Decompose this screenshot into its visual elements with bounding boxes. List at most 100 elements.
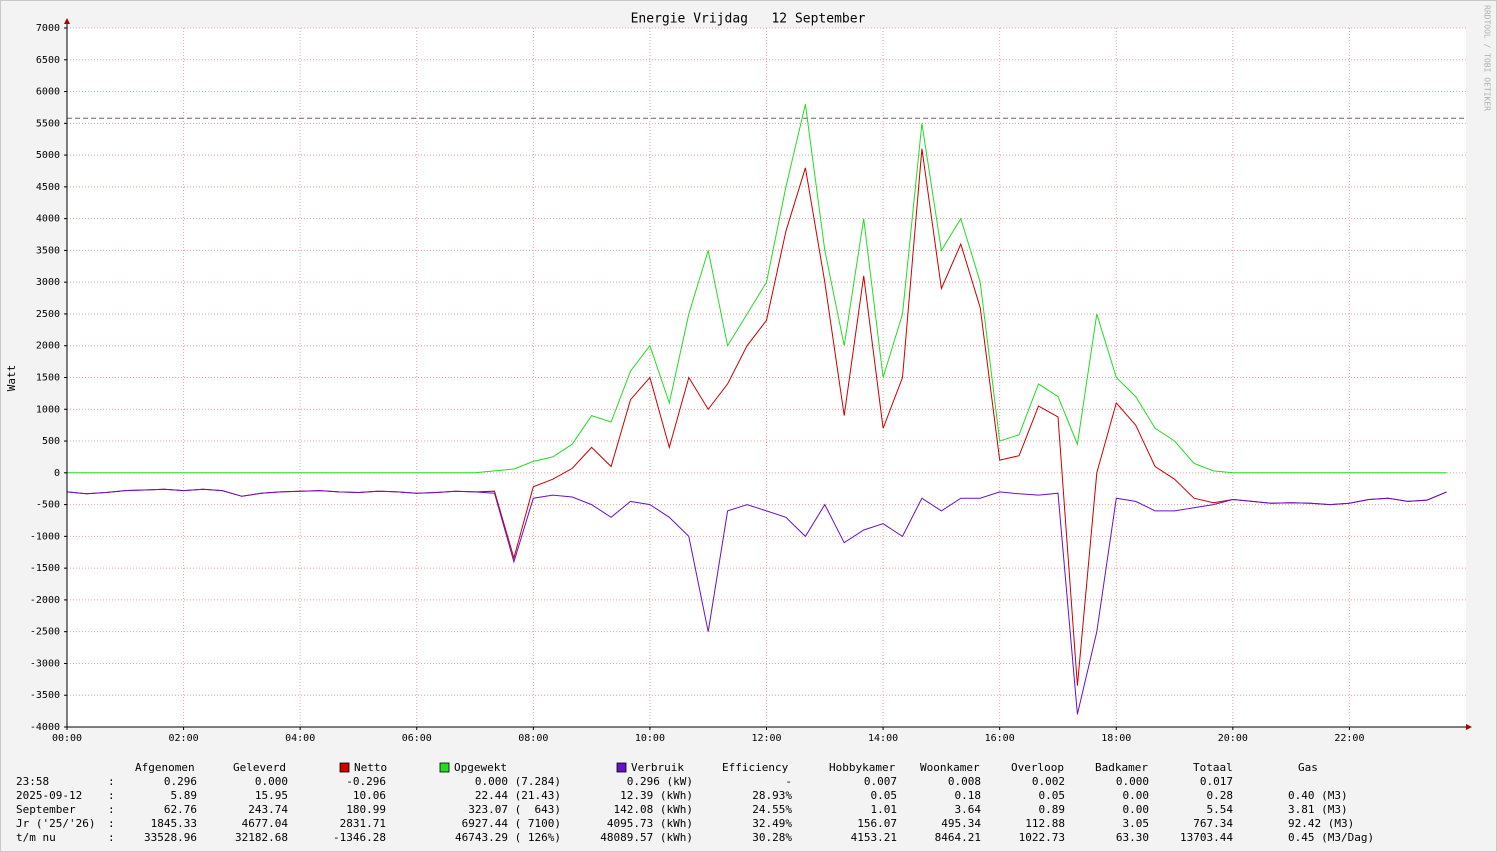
watermark: RRDTOOL / TOBI OETIKER <box>1483 5 1492 111</box>
row-separator: : <box>108 803 115 816</box>
y-tick-label: 4000 <box>36 214 60 225</box>
table-cell: 6927.44 ( 7100) <box>462 817 561 830</box>
table-cell: 495.34 <box>941 817 981 830</box>
table-cell: 0.18 <box>955 789 982 802</box>
table-cell: 1022.73 <box>1019 831 1065 844</box>
table-cell: 3.81 (M3) <box>1288 803 1348 816</box>
table-cell: 156.07 <box>857 817 897 830</box>
table-cell: 1845.33 <box>151 817 197 830</box>
chart-title: Energie Vrijdag 12 September <box>631 12 866 27</box>
column-header: Netto <box>354 761 387 774</box>
column-header: Afgenomen <box>135 761 195 774</box>
column-header: Efficiency <box>722 761 789 774</box>
table-cell: 24.55% <box>752 803 792 816</box>
table-cell: 10.06 <box>353 789 386 802</box>
table-cell: 180.99 <box>346 803 386 816</box>
y-tick-label: 2500 <box>36 309 60 320</box>
table-cell: 62.76 <box>164 803 197 816</box>
y-tick-label: 0 <box>54 468 60 479</box>
series-line <box>66 488 1447 715</box>
column-header: Opgewekt <box>454 761 507 774</box>
y-tick-label: 6000 <box>36 87 60 98</box>
row-label: Jr ('25/'26) <box>16 817 95 830</box>
grid <box>66 27 1466 728</box>
table-cell: 13703.44 <box>1180 831 1233 844</box>
y-tick-label: 4500 <box>36 182 60 193</box>
table-cell: 33528.96 <box>144 831 197 844</box>
table-cell: 0.000 <box>1116 775 1149 788</box>
table-cell: 0.00 <box>1123 803 1150 816</box>
axes: -4000 -3500 -3000 -2500 -2000 -1500 -1000 -500 0… <box>30 18 1472 744</box>
table-cell: 3.05 <box>1123 817 1150 830</box>
x-tick-label: 04:00 <box>285 733 315 744</box>
y-tick-label: -1000 <box>30 531 60 542</box>
table-cell: 48089.57 (kWh) <box>600 831 693 844</box>
y-tick-label: -3500 <box>30 690 60 701</box>
table-cell: 0.40 (M3) <box>1288 789 1348 802</box>
table-cell: 0.002 <box>1032 775 1065 788</box>
column-header: Badkamer <box>1095 761 1148 774</box>
column-header: Geleverd <box>233 761 286 774</box>
table-cell: 0.89 <box>1039 803 1066 816</box>
column-header: Woonkamer <box>920 761 980 774</box>
table-cell: 0.45 (M3/Dag) <box>1288 831 1374 844</box>
x-tick-label: 02:00 <box>169 733 199 744</box>
x-tick-label: 06:00 <box>402 733 432 744</box>
table-cell: 28.93% <box>752 789 792 802</box>
series-line <box>67 104 1447 474</box>
x-tick-label: 16:00 <box>985 733 1015 744</box>
table-cell: 112.88 <box>1025 817 1065 830</box>
y-tick-label: 5500 <box>36 118 60 129</box>
column-header: Gas <box>1298 761 1318 774</box>
table-cell: 0.05 <box>1039 789 1066 802</box>
x-tick-label: 10:00 <box>635 733 665 744</box>
row-label: September <box>16 803 76 816</box>
table-cell: 1.01 <box>871 803 898 816</box>
y-axis-label: Watt <box>5 365 18 392</box>
table-cell: 22.44 (21.43) <box>475 789 561 802</box>
y-tick-label: 2000 <box>36 341 60 352</box>
table-cell: -1346.28 <box>333 831 386 844</box>
series-lines <box>66 104 1447 715</box>
column-header: Overloop <box>1011 761 1064 774</box>
y-tick-label: -2500 <box>30 627 60 638</box>
table-cell: - <box>785 775 792 788</box>
legend-table: Afgenomen Geleverd Netto Opgewekt Verbruik Ef… <box>16 761 1374 844</box>
y-tick-label: 7000 <box>36 23 60 34</box>
x-tick-label: 12:00 <box>751 733 781 744</box>
row-label: 2025-09-12 <box>16 789 82 802</box>
column-header: Hobbykamer <box>829 761 896 774</box>
table-cell: 0.00 <box>1123 789 1150 802</box>
table-cell: 3.64 <box>955 803 982 816</box>
table-cell: 2831.71 <box>340 817 386 830</box>
legend-swatch <box>616 762 627 773</box>
y-tick-label: 5000 <box>36 150 60 161</box>
table-cell: 0.28 <box>1207 789 1234 802</box>
row-label: 23:58 <box>16 775 49 788</box>
y-tick-label: 3500 <box>36 245 60 256</box>
x-tick-label: 22:00 <box>1334 733 1364 744</box>
table-cell: 15.95 <box>255 789 288 802</box>
x-arrow <box>1466 724 1472 730</box>
table-cell: 4153.21 <box>851 831 897 844</box>
table-cell: 92.42 (M3) <box>1288 817 1354 830</box>
table-cell: 323.07 ( 643) <box>468 803 561 816</box>
x-tick-label: 00:00 <box>52 733 82 744</box>
y-tick-label: 1000 <box>36 404 60 415</box>
x-tick-label: 08:00 <box>518 733 548 744</box>
table-cell: 767.34 <box>1193 817 1233 830</box>
table-cell: 0.000 (7.284) <box>475 775 561 788</box>
y-tick-label: -1500 <box>30 563 60 574</box>
column-header: Totaal <box>1193 761 1233 774</box>
x-tick-label: 14:00 <box>868 733 898 744</box>
row-separator: : <box>108 831 115 844</box>
table-cell: 142.08 (kWh) <box>614 803 693 816</box>
y-tick-label: 3000 <box>36 277 60 288</box>
table-cell: 0.007 <box>864 775 897 788</box>
table-cell: 4095.73 (kWh) <box>607 817 693 830</box>
y-tick-label: 6500 <box>36 55 60 66</box>
table-cell: 32182.68 <box>235 831 288 844</box>
legend-swatch <box>439 762 450 773</box>
y-tick-label: -3000 <box>30 658 60 669</box>
